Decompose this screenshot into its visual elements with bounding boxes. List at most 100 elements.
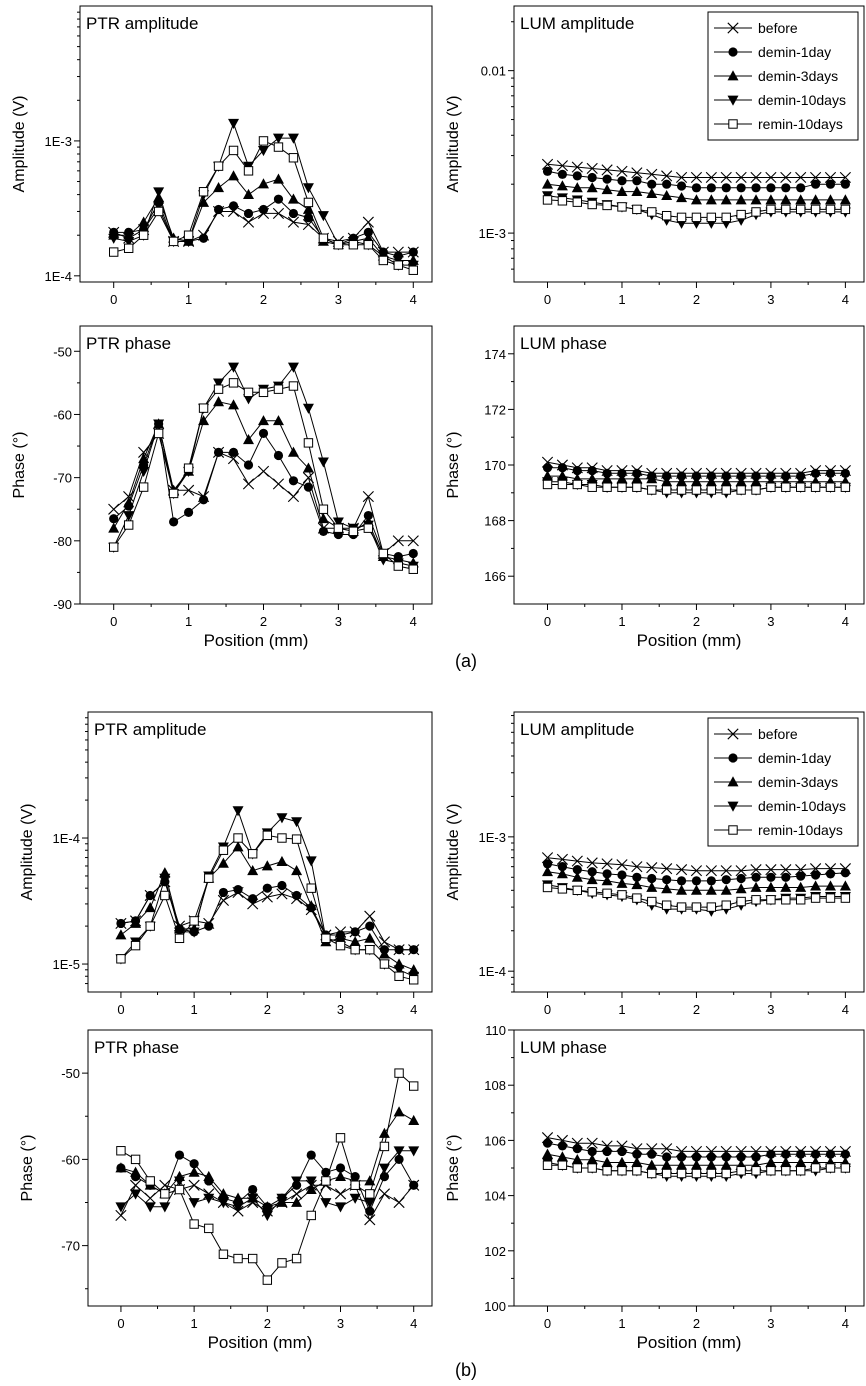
data-point-demin-3days [188, 1166, 200, 1177]
data-point-before [272, 207, 285, 220]
legend: before demin-1day demin-3days demin-10days r… [707, 11, 859, 141]
data-point-demin-1day [365, 921, 375, 931]
data-point-remin-10days [160, 1189, 170, 1199]
data-point-remin-10days [751, 207, 761, 217]
panel-a-lum-phase-xlabel: Position (mm) [637, 631, 742, 650]
data-point-remin-10days [810, 1163, 821, 1173]
data-point-remin-10days [153, 206, 164, 217]
data-point-remin-10days [363, 523, 374, 533]
data-point-demin-10days [302, 403, 314, 414]
data-point-remin-10days [721, 212, 731, 223]
data-point-before [616, 859, 628, 871]
x-tick-label: 1 [618, 1002, 625, 1017]
x-tick-label: 0 [544, 292, 551, 307]
data-point-remin-10days [721, 900, 731, 910]
data-point-remin-10days [291, 1253, 302, 1264]
data-point-demin-1day [736, 873, 746, 884]
data-point-demin-10days [335, 1202, 347, 1213]
y-tick-label: 168 [484, 514, 506, 529]
data-point-remin-10days [145, 1176, 155, 1186]
panel-b-lum-phase-xlabel: Position (mm) [637, 1333, 742, 1352]
data-point-remin-10days [587, 199, 597, 210]
data-point-before [541, 158, 554, 170]
data-point-demin-1day [736, 1152, 746, 1162]
data-point-demin-1day [676, 1152, 687, 1162]
data-point-remin-10days [393, 260, 403, 270]
x-tick-label: 0 [110, 292, 117, 307]
legend-marker-demin-10days [727, 95, 739, 106]
data-point-remin-10days [617, 202, 627, 212]
data-point-demin-1day [781, 183, 791, 193]
data-point-remin-10days [218, 845, 229, 855]
data-point-demin-1day [572, 865, 582, 875]
panel-b-ptr-amplitude: 0 1 2 3 4 1E-5 1E-4 PTR amplitude Amplitude (V) [19, 711, 433, 1017]
data-point-remin-10days [333, 240, 344, 250]
data-point-before [362, 491, 374, 503]
data-point-remin-10days [602, 482, 612, 492]
data-point-demin-1day [840, 468, 850, 478]
y-tick-label: 172 [484, 402, 506, 417]
x-tick-label: 0 [544, 1002, 551, 1017]
data-point-remin-10days [379, 1141, 390, 1152]
data-point-before [362, 216, 374, 228]
data-point-demin-10days [349, 1193, 361, 1204]
legend-label: remin-10days [758, 116, 843, 132]
panel-b-lum-amplitude-frame [513, 711, 865, 993]
data-point-demin-1day [409, 1180, 419, 1190]
data-point-demin-10days [291, 817, 303, 828]
data-point-demin-1day [218, 887, 229, 898]
data-point-demin-1day [243, 460, 254, 470]
data-point-remin-10days [306, 883, 316, 893]
data-point-remin-10days [189, 916, 199, 926]
data-point-demin-1day [350, 927, 360, 937]
data-point-demin-3days [393, 1106, 405, 1117]
data-point-remin-10days [632, 893, 642, 903]
data-point-demin-1day [602, 869, 612, 879]
data-point-remin-10days [145, 921, 155, 931]
data-point-demin-1day [408, 548, 418, 559]
data-point-demin-1day [363, 227, 373, 237]
data-point-demin-10days [188, 927, 200, 938]
series-demin-1day [542, 1138, 850, 1162]
data-point-remin-10days [751, 1166, 761, 1176]
data-point-remin-10days [273, 384, 284, 394]
data-point-demin-1day [676, 181, 687, 191]
data-point-remin-10days [123, 243, 134, 253]
data-point-remin-10days [810, 893, 821, 903]
y-tick-label: 1E-4 [53, 831, 80, 846]
x-tick-label: 1 [185, 614, 192, 629]
data-point-remin-10days [766, 482, 776, 492]
series-remin-10days [109, 136, 418, 275]
y-tick-label: -50 [61, 1066, 80, 1081]
data-point-demin-1day [183, 507, 194, 517]
x-tick-label: 3 [767, 292, 774, 307]
data-point-demin-3days [750, 881, 762, 892]
data-point-remin-10days [204, 873, 214, 883]
data-point-demin-1day [691, 183, 702, 193]
legend-entry-demin-10days: demin-10days [714, 798, 846, 814]
data-point-demin-1day [291, 890, 302, 901]
data-point-remin-10days [736, 1166, 746, 1176]
data-point-remin-10days [213, 384, 224, 394]
data-point-remin-10days [318, 233, 329, 243]
data-point-remin-10days [365, 1189, 375, 1199]
data-point-demin-3days [556, 180, 568, 191]
x-tick-label: 2 [693, 1002, 700, 1017]
data-point-demin-1day [781, 872, 791, 882]
panel-a-lum-phase: 0 1 2 3 4 166 168 170 172 174 LUM phase Phase (°) Po… [445, 325, 865, 650]
data-point-demin-3days [720, 194, 732, 205]
data-point-demin-3days [646, 881, 658, 892]
series-demin-1day [542, 859, 850, 886]
x-tick-label: 1 [618, 292, 625, 307]
data-point-demin-3days [130, 917, 142, 928]
data-point-demin-1day [288, 208, 299, 219]
data-point-remin-10days [781, 482, 791, 492]
data-point-demin-1day [662, 875, 672, 885]
data-point-remin-10days [204, 1223, 214, 1234]
data-point-before [159, 1179, 171, 1191]
data-point-demin-3days [232, 1192, 244, 1203]
data-point-demin-3days [378, 1127, 390, 1138]
x-tick-label: 3 [767, 1002, 774, 1017]
data-point-remin-10days [617, 890, 627, 900]
y-tick-label: 100 [484, 1299, 506, 1314]
